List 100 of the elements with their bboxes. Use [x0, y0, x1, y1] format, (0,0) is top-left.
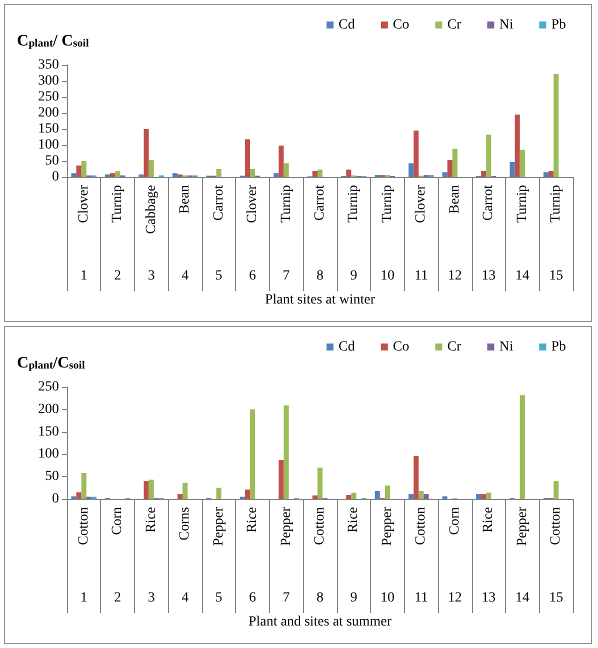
- x-axis-title: Plant sites at winter: [264, 292, 376, 308]
- bar: [284, 163, 289, 177]
- legend-label: Ni: [499, 340, 514, 354]
- bar: [312, 495, 318, 499]
- x-tick-label: Cotton: [414, 507, 429, 546]
- bar: [81, 473, 86, 499]
- x-tick-label: Cotton: [76, 507, 92, 546]
- x2-tick-label: 14: [515, 590, 530, 606]
- legend-label: Pb: [551, 18, 566, 32]
- x2-tick-label: 12: [448, 268, 462, 284]
- bar: [486, 492, 492, 499]
- x2-tick-label: 8: [316, 268, 324, 284]
- x2-tick-label: 3: [148, 590, 155, 606]
- y-tick-label: 0: [52, 492, 59, 506]
- x-tick-label: Pepper: [380, 506, 395, 546]
- legend-label: Pb: [551, 340, 566, 354]
- y-tick-label: 250: [38, 90, 59, 104]
- x2-tick-label: 5: [215, 590, 222, 606]
- bar: [144, 481, 149, 499]
- bar: [148, 160, 154, 177]
- bar: [312, 170, 318, 177]
- x2-tick-label: 3: [148, 268, 155, 284]
- x-tick-label: Corn: [447, 507, 462, 535]
- x2-tick-label: 6: [249, 268, 256, 284]
- bar: [520, 150, 525, 177]
- bar: [384, 486, 390, 499]
- x2-tick-label: 5: [215, 268, 222, 284]
- bar: [274, 173, 279, 177]
- bar: [278, 146, 284, 177]
- legend-label: Cr: [447, 340, 462, 354]
- legend-label: Co: [392, 340, 410, 354]
- bar: [442, 172, 448, 177]
- y-tick-label: 350: [38, 58, 59, 72]
- bar: [548, 170, 554, 177]
- x-tick-label: Rice: [346, 507, 362, 533]
- bar: [476, 494, 482, 499]
- bar: [104, 174, 110, 177]
- y-tick-label: 200: [38, 106, 59, 120]
- bar: [414, 456, 419, 499]
- y-tick-label: 100: [38, 138, 59, 152]
- bar: [216, 488, 222, 499]
- x-tick-label: Carrot: [211, 184, 226, 221]
- bar: [250, 409, 256, 499]
- bar: [543, 172, 549, 177]
- bar: [486, 134, 492, 177]
- bar: [452, 148, 458, 177]
- bar: [110, 173, 116, 177]
- x-tick-label: Carrot: [481, 184, 496, 221]
- x2-tick-label: 6: [249, 590, 256, 606]
- bar: [71, 173, 76, 177]
- y-tick-label: 200: [38, 402, 59, 417]
- x2-tick-label: 1: [80, 590, 88, 606]
- y-tick-label: 150: [38, 122, 59, 136]
- bar: [76, 165, 82, 177]
- bar: [278, 460, 284, 499]
- bar: [374, 490, 380, 499]
- x-tick-label: Turnip: [380, 185, 395, 223]
- x-tick-label: Turnip: [278, 185, 294, 223]
- bar: [554, 74, 559, 177]
- legend-label: Cr: [447, 18, 462, 32]
- x-tick-label: Bean: [178, 185, 193, 214]
- x2-tick-label: 15: [549, 268, 564, 284]
- bar: [148, 480, 154, 499]
- x-tick-label: Turnip: [110, 185, 126, 223]
- x-tick-label: Rice: [245, 507, 260, 533]
- y-tick-label: 50: [45, 154, 59, 168]
- bar: [408, 163, 414, 177]
- x2-tick-label: 4: [182, 590, 189, 606]
- legend-label: Ni: [499, 18, 514, 32]
- x-tick-label: Carrot: [312, 184, 328, 221]
- bar: [115, 171, 120, 177]
- y-tick-label: 250: [38, 380, 59, 394]
- x2-tick-label: 10: [380, 268, 394, 284]
- x2-tick-label: 2: [114, 268, 122, 284]
- x2-tick-label: 11: [414, 590, 428, 606]
- x2-tick-label: 11: [414, 268, 428, 284]
- bar: [442, 496, 448, 499]
- x-tick-label: Bean: [447, 185, 462, 214]
- x2-tick-label: 9: [350, 268, 358, 284]
- x2-tick-label: 15: [549, 590, 564, 606]
- x2-tick-label: 10: [380, 590, 394, 606]
- bar: [138, 174, 144, 177]
- bar: [244, 490, 250, 499]
- x-tick-label: Pepper: [211, 506, 226, 546]
- bar: [216, 169, 222, 177]
- bar: [244, 139, 250, 177]
- y-tick-label: 0: [52, 170, 59, 184]
- x2-tick-label: 4: [182, 268, 189, 284]
- bar: [317, 468, 323, 499]
- bar: [447, 160, 452, 177]
- bar: [81, 161, 86, 177]
- bar: [71, 496, 76, 499]
- x-tick-label: Clover: [76, 184, 92, 224]
- x-tick-label: Corns: [178, 507, 193, 540]
- x-tick-label: Rice: [481, 507, 496, 533]
- bar: [250, 169, 256, 177]
- bar: [414, 130, 419, 177]
- bar: [520, 395, 525, 499]
- bar: [554, 481, 559, 499]
- y-tick-label: 100: [38, 446, 59, 462]
